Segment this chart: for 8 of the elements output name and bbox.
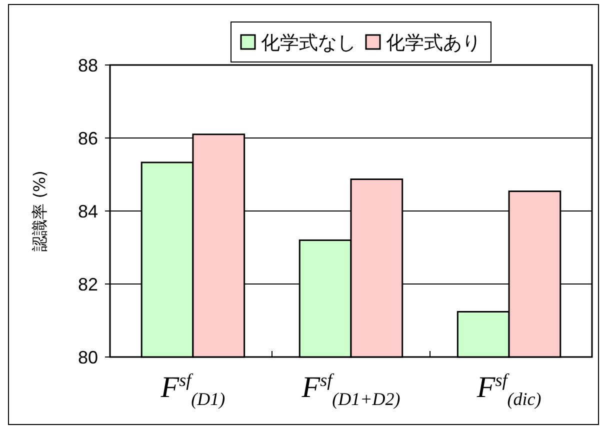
y-tick-label: 88 xyxy=(78,55,98,76)
legend-label: 化学式なし xyxy=(261,32,356,54)
y-tick-label: 84 xyxy=(78,201,98,222)
y-tick-label: 80 xyxy=(78,347,98,368)
y-tick-label: 86 xyxy=(78,128,98,148)
y-tick-label: 82 xyxy=(78,274,98,294)
legend-label: 化学式あり xyxy=(386,32,481,54)
y-axis-title: 認識率 (%) xyxy=(30,170,49,252)
